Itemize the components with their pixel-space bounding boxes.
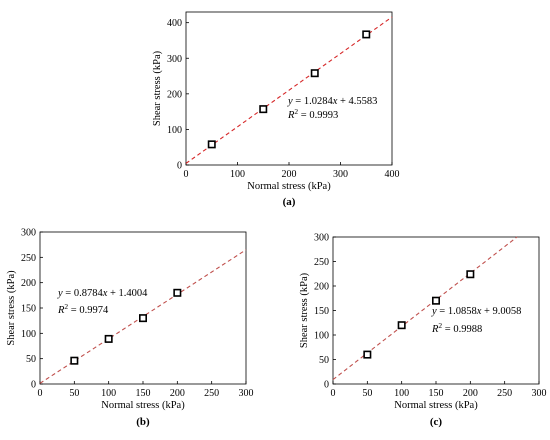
chart0-data-point <box>310 69 319 78</box>
chart2-r-squared: R2 = 0.9988 <box>431 321 482 335</box>
chart0-equation-part: x <box>332 96 338 107</box>
chart0-equation-part: + 4.5583 <box>337 96 377 107</box>
chart2-panel: 0 50 100 150 200 250 300 0 50 100 150 200 250 300 Norm… <box>299 233 547 429</box>
chart0-equation-part: y <box>287 96 293 107</box>
chart1-y-tick-label: 100 <box>21 329 36 340</box>
chart0-y-tick-label: 0 <box>177 161 182 172</box>
chart1-y-tick-label: 0 <box>31 380 36 391</box>
chart2-x-tick-label: 300 <box>532 388 547 399</box>
chart1-y-tick-label: 50 <box>26 354 36 365</box>
chart1-data-point <box>173 288 182 297</box>
chart1-x-tick-label: 250 <box>204 388 219 399</box>
chart2-equation: y = 1.0858x + 9.0058 <box>431 306 521 317</box>
chart2-equation-part: y <box>431 306 437 317</box>
chart1-x-tick-label: 100 <box>101 388 116 399</box>
chart2-equation-part: = 1.0858 <box>437 306 477 317</box>
chart0-y-axis-label: Shear stress (kPa) <box>152 50 163 126</box>
chart0-y-tick-label: 300 <box>167 54 182 65</box>
chart2-r-squared-exponent: 2 <box>438 321 442 330</box>
chart2-x-tick-label: 50 <box>362 388 372 399</box>
chart2-y-tick-label: 0 <box>324 380 329 391</box>
chart0-r-squared-value: = 0.9993 <box>298 110 338 121</box>
chart1-data-point <box>139 314 148 323</box>
chart0-y-tick-label: 100 <box>167 125 182 136</box>
chart0-y-tick-label: 200 <box>167 89 182 100</box>
chart1-x-tick-label: 150 <box>136 388 151 399</box>
chart2-x-tick-label: 250 <box>497 388 512 399</box>
chart1-y-tick-label: 200 <box>21 278 36 289</box>
chart1-equation-part: y <box>57 288 63 299</box>
chart0-r-squared: R2 = 0.9993 <box>287 107 338 121</box>
chart2-y-tick-label: 250 <box>314 257 329 268</box>
chart1-equation-part: x <box>102 288 108 299</box>
chart0-y-tick-label: 400 <box>167 18 182 29</box>
chart1-equation-part: = 0.8784 <box>63 288 104 299</box>
chart0-x-tick-label: 200 <box>282 169 297 180</box>
chart1-data-point <box>70 356 79 365</box>
chart2-data-point <box>466 270 475 279</box>
chart2-data-point <box>397 321 406 330</box>
chart1-x-tick-label: 0 <box>38 388 43 399</box>
chart2-y-tick-label: 100 <box>314 331 329 342</box>
chart1-equation: y = 0.8784x + 1.4004 <box>57 288 148 299</box>
chart2-y-tick-label: 150 <box>314 306 329 317</box>
chart1-y-tick-label: 250 <box>21 253 36 264</box>
chart0-x-tick-label: 300 <box>333 169 348 180</box>
chart2-x-tick-label: 200 <box>463 388 478 399</box>
chart1-panel-label: (b) <box>136 416 150 428</box>
chart1-x-tick-label: 50 <box>69 388 79 399</box>
chart1-r-squared-symbol: R <box>57 305 65 316</box>
chart2-panel-label: (c) <box>430 416 443 428</box>
chart1-y-axis-label: Shear stress (kPa) <box>6 270 17 346</box>
chart1-r-squared-exponent: 2 <box>64 302 68 311</box>
chart0-equation-part: = 1.0284 <box>293 96 334 107</box>
chart0-r-squared-exponent: 2 <box>294 107 298 116</box>
chart1-y-tick-label: 150 <box>21 304 36 315</box>
chart0-r-squared-symbol: R <box>287 110 295 121</box>
chart1-r-squared: R2 = 0.9974 <box>57 302 109 316</box>
chart2-equation-part: + 9.0058 <box>481 306 521 317</box>
chart2-r-squared-value: = 0.9988 <box>442 324 482 335</box>
chart0-data-point <box>259 105 268 114</box>
chart0-equation: y = 1.0284x + 4.5583 <box>287 96 377 107</box>
chart1-y-tick-label: 300 <box>21 228 36 239</box>
chart0-fit-line <box>185 16 393 164</box>
chart1-x-tick-label: 200 <box>170 388 185 399</box>
chart2-data-point <box>363 350 372 359</box>
chart2-data-point <box>431 296 440 305</box>
chart2-x-tick-label: 150 <box>429 388 444 399</box>
chart0-x-tick-label: 100 <box>230 169 245 180</box>
chart2-equation-part: x <box>476 306 482 317</box>
chart1-panel: 0 50 100 150 200 250 300 0 50 100 150 200 250 300 Norm… <box>6 228 254 429</box>
chart2-y-tick-label: 50 <box>319 355 329 366</box>
chart0-data-point <box>207 140 216 149</box>
chart2-r-squared-symbol: R <box>431 324 439 335</box>
chart2-x-tick-label: 100 <box>394 388 409 399</box>
chart1-x-tick-label: 300 <box>239 388 254 399</box>
chart2-y-tick-label: 200 <box>314 282 329 293</box>
chart0-panel: 0 100 200 300 400 0 100 200 300 400 Normal stress … <box>152 11 400 208</box>
chart1-r-squared-value: = 0.9974 <box>68 305 109 316</box>
chart1-x-axis-label: Normal stress (kPa) <box>101 400 185 411</box>
chart0-x-tick-label: 0 <box>184 169 189 180</box>
chart0-x-tick-label: 400 <box>385 169 400 180</box>
chart1-equation-part: + 1.4004 <box>107 288 148 299</box>
chart2-x-axis-label: Normal stress (kPa) <box>394 400 478 411</box>
chart0-x-axis-label: Normal stress (kPa) <box>247 181 331 192</box>
chart2-y-axis-label: Shear stress (kPa) <box>299 272 310 348</box>
chart2-x-tick-label: 0 <box>331 388 336 399</box>
chart0-data-point <box>362 30 371 39</box>
chart2-y-tick-label: 300 <box>314 233 329 244</box>
chart1-data-point <box>104 334 113 343</box>
chart0-panel-label: (a) <box>283 196 296 208</box>
